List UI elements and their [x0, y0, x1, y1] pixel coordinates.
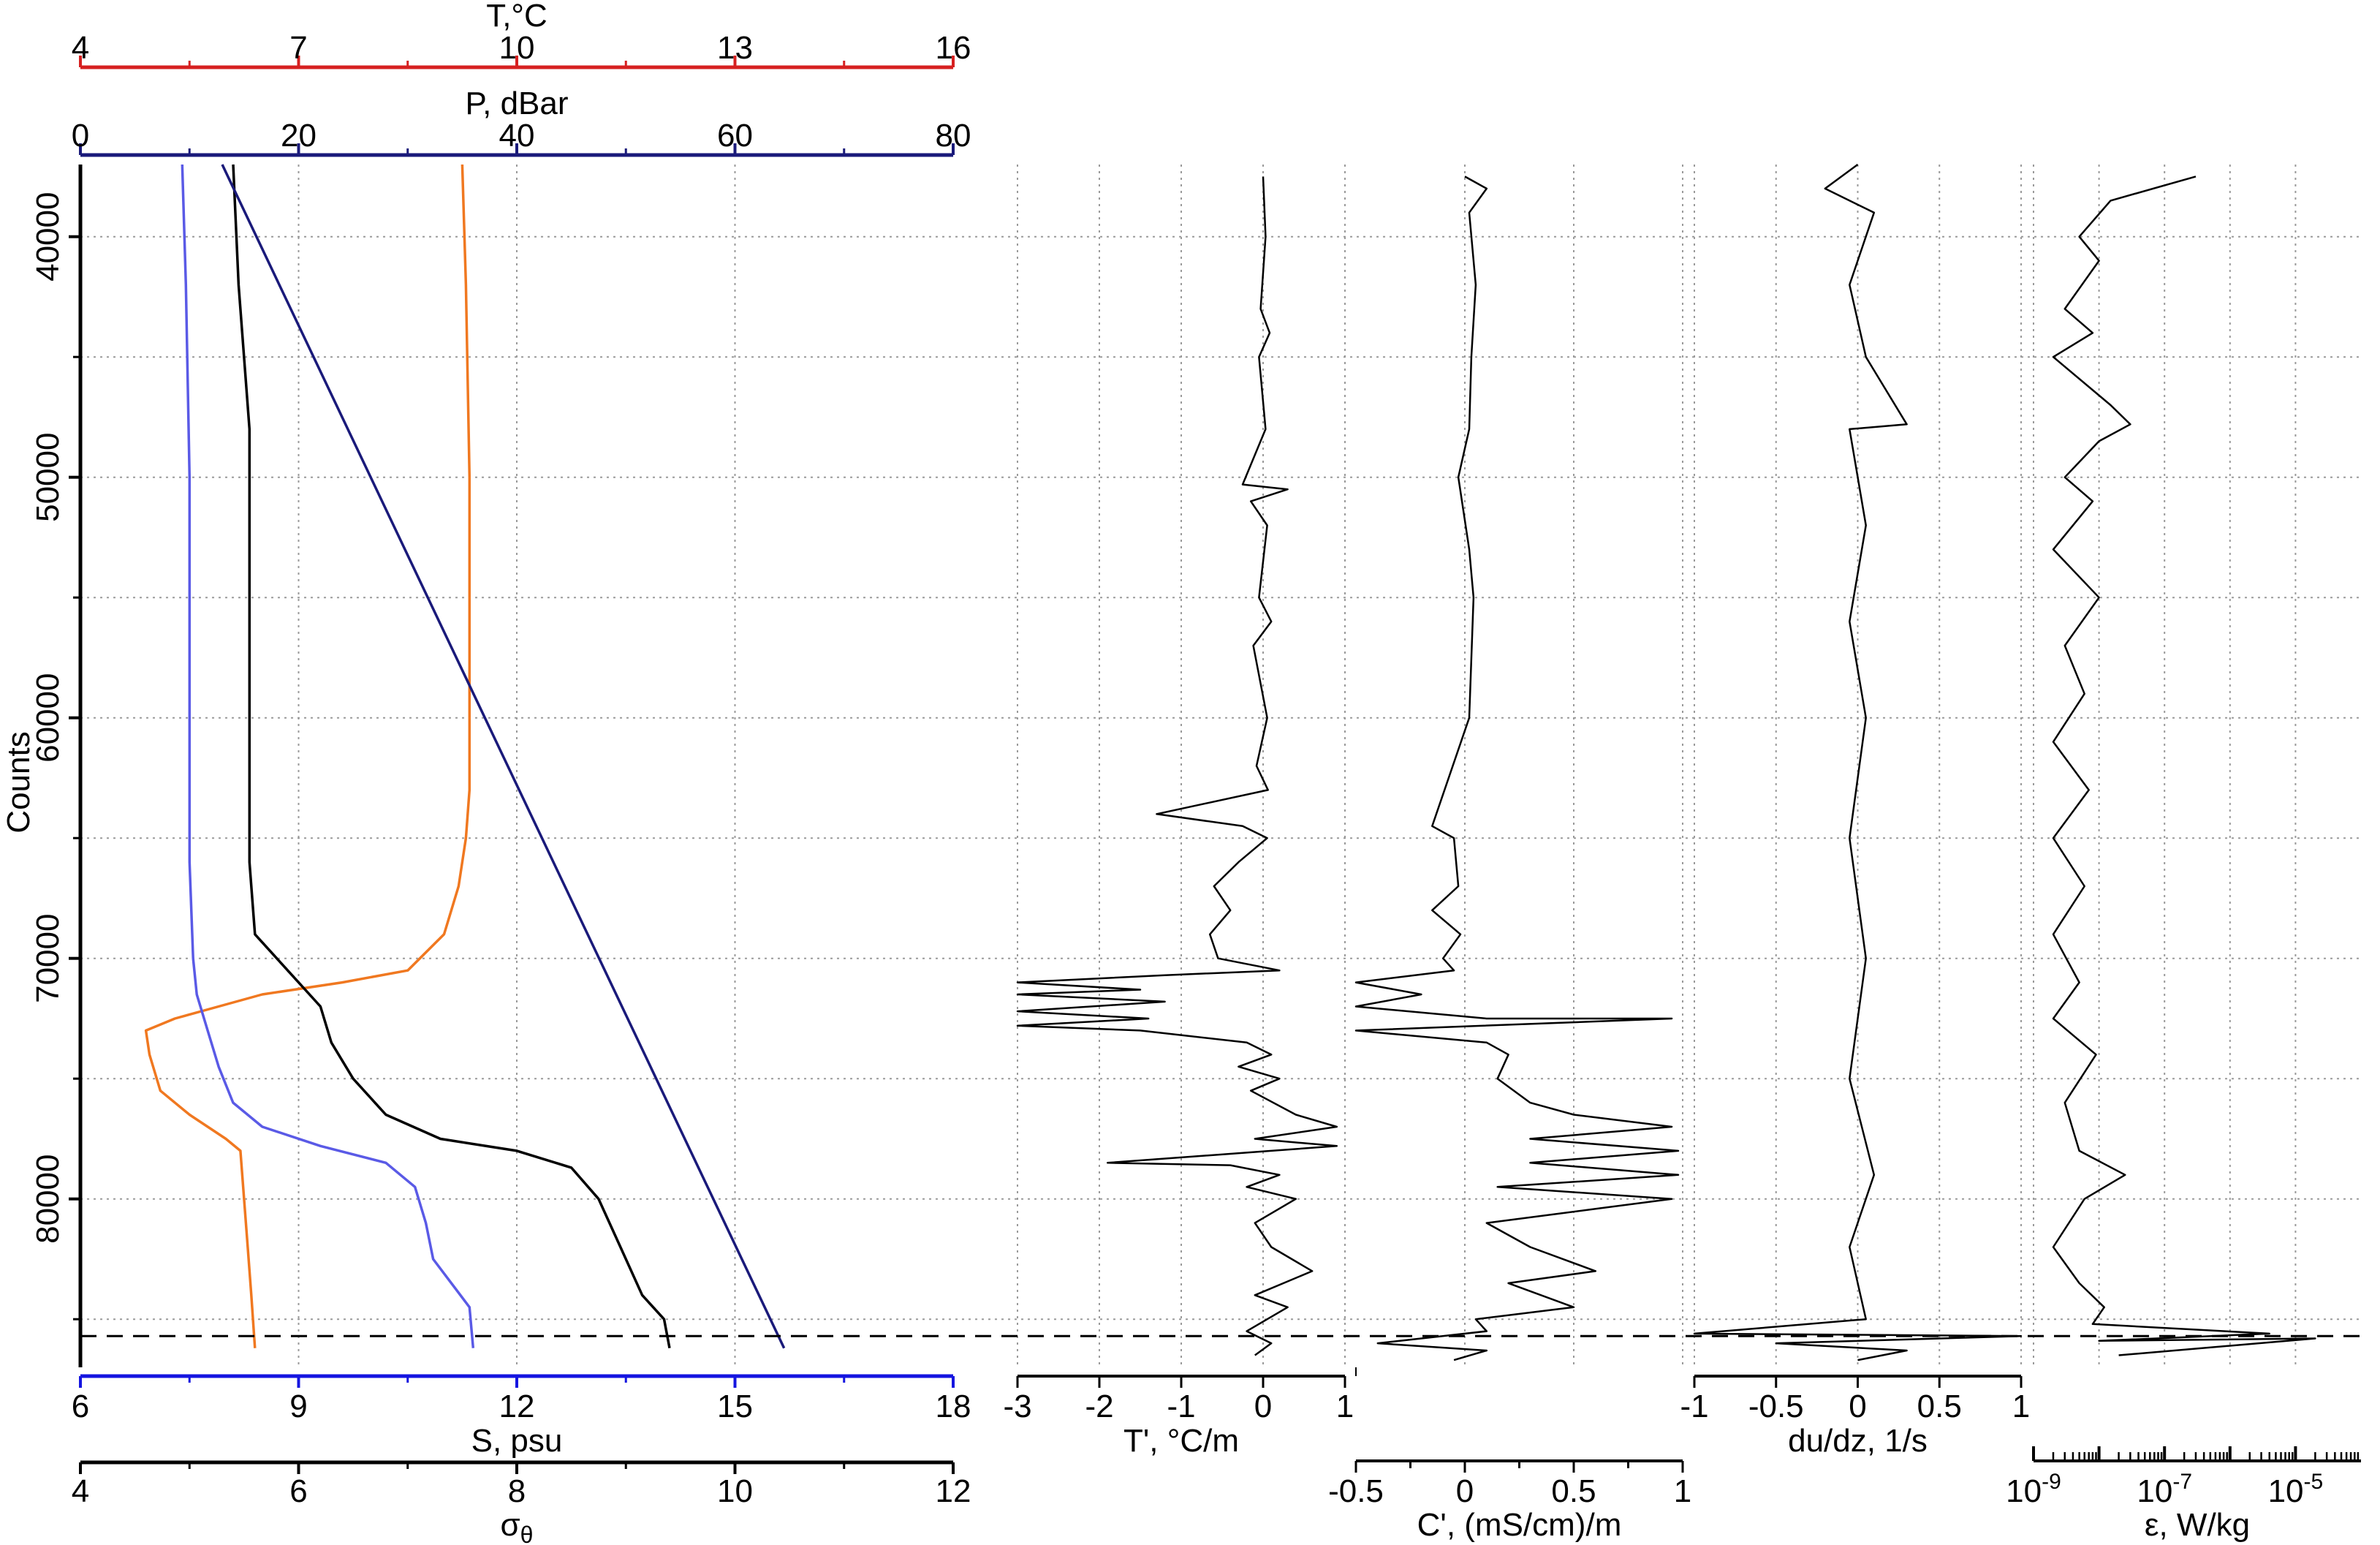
- counts-axis: 40000 50000 60000 70000 80000 Counts: [1, 165, 83, 1367]
- temperature-axis-tick-label: 10: [499, 30, 535, 66]
- tprime-panel: -3 -2 -1 0 1 T', °C/m: [1003, 176, 1354, 1459]
- counts-axis-title: Counts: [1, 731, 37, 833]
- salinity-axis-tick-label: 9: [289, 1389, 307, 1424]
- dudz-tick-label: 1: [2012, 1389, 2030, 1424]
- temperature-axis-tick-label: 7: [289, 30, 307, 66]
- pressure-axis-tick-label: 60: [717, 118, 753, 154]
- pressure-axis-tick-label: 80: [936, 118, 971, 154]
- temperature-profile-line: [144, 164, 471, 1348]
- cprime-panel: -0.5 0 0.5 1 C', (mS/cm)/m: [1328, 175, 1691, 1543]
- temperature-axis-tick-label: 13: [717, 30, 753, 66]
- salinity-axis-tick-label: 6: [72, 1389, 89, 1424]
- counts-tick-label: 40000: [30, 192, 66, 282]
- salinity-axis-tick-label: 12: [499, 1389, 535, 1424]
- counts-tick-label: 80000: [30, 1155, 66, 1244]
- epsilon-panel: 10-9 10-7 10-5 ε, W/kg: [2006, 175, 2361, 1543]
- salinity-profile-line: [181, 164, 475, 1348]
- density-profile-line: [232, 164, 671, 1349]
- profiles-panel: 4 7 10 13 16 T,°C 0 20 40 60 80 P, dBar 6 9 12 15 18 S, p…: [72, 0, 971, 1545]
- counts-tick-label: 70000: [30, 914, 66, 1003]
- epsilon-tick-label: 10-9: [2006, 1470, 2061, 1509]
- temperature-axis-title: T,°C: [486, 0, 547, 34]
- grid-layer: [80, 165, 2361, 1367]
- tprime-tick-label: -2: [1085, 1389, 1113, 1424]
- dudz-axis-title: du/dz, 1/s: [1788, 1423, 1928, 1459]
- cprime-tick-label: -0.5: [1328, 1473, 1384, 1509]
- sigma-axis-tick-label: 4: [72, 1473, 89, 1509]
- sigma-axis-tick-label: 6: [289, 1473, 307, 1509]
- salinity-axis-title: S, psu: [471, 1423, 563, 1459]
- tprime-profile-line: [1016, 176, 1338, 1356]
- dudz-panel: -1 -0.5 0 0.5 1 du/dz, 1/s: [1680, 163, 2030, 1459]
- cprime-tick-label: 1: [1674, 1473, 1691, 1509]
- epsilon-tick-label: 10-5: [2268, 1470, 2324, 1509]
- cprime-tick-label: 0.5: [1551, 1473, 1596, 1509]
- temperature-axis-tick-label: 16: [936, 30, 971, 66]
- tprime-axis-title: T', °C/m: [1123, 1423, 1239, 1459]
- counts-tick-label: 50000: [30, 433, 66, 522]
- temperature-axis-tick-label: 4: [72, 30, 89, 66]
- cprime-tick-label: 0: [1456, 1473, 1474, 1509]
- sigma-axis-tick-label: 8: [508, 1473, 526, 1509]
- dudz-tick-label: -1: [1680, 1389, 1708, 1424]
- pressure-profile-line: [221, 164, 786, 1349]
- cprime-profile-line: [1354, 175, 1680, 1361]
- tprime-tick-label: 0: [1254, 1389, 1272, 1424]
- pressure-axis-tick-label: 40: [499, 118, 535, 154]
- tprime-tick-label: -3: [1003, 1389, 1031, 1424]
- counts-tick-label: 60000: [30, 673, 66, 763]
- dudz-tick-label: -0.5: [1748, 1389, 1804, 1424]
- sigma-axis-tick-label: 12: [936, 1473, 971, 1509]
- epsilon-tick-label: 10-7: [2137, 1470, 2192, 1509]
- pressure-axis-tick-label: 20: [281, 118, 317, 154]
- pressure-axis-title: P, dBar: [465, 86, 568, 121]
- tprime-tick-label: -1: [1167, 1389, 1195, 1424]
- pressure-axis-tick-label: 0: [72, 118, 89, 154]
- cprime-axis-title: C', (mS/cm)/m: [1417, 1507, 1622, 1543]
- epsilon-profile-line: [2052, 175, 2316, 1356]
- epsilon-axis-title: ε, W/kg: [2145, 1507, 2250, 1543]
- dudz-tick-label: 0: [1849, 1389, 1866, 1424]
- tprime-tick-label: 1: [1336, 1389, 1354, 1424]
- salinity-axis-tick-label: 18: [936, 1389, 971, 1424]
- salinity-axis-tick-label: 15: [717, 1389, 753, 1424]
- dudz-tick-label: 0.5: [1917, 1389, 1962, 1424]
- sigma-axis-tick-label: 10: [717, 1473, 753, 1509]
- sigma-axis-title: σθ: [501, 1507, 534, 1545]
